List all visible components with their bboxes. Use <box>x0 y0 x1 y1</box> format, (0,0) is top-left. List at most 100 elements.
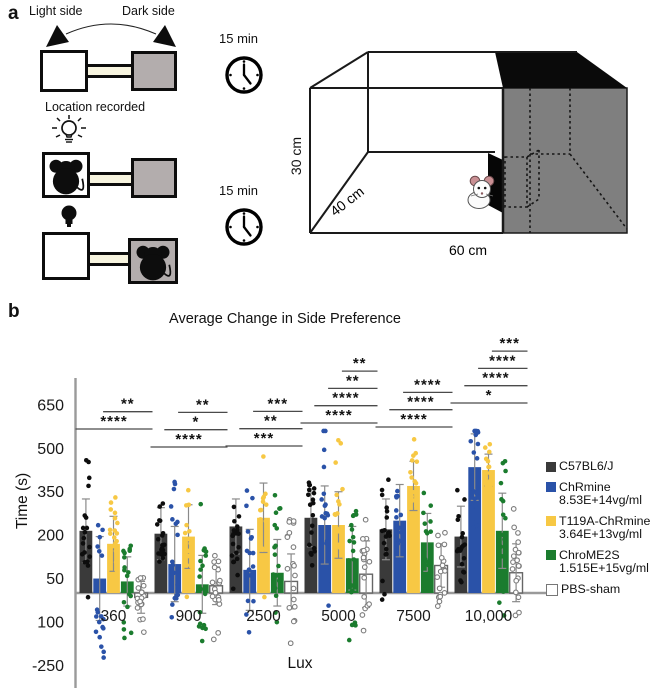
data-point <box>189 545 194 551</box>
data-point <box>413 450 419 456</box>
x-tick-label: 10,000 <box>465 608 513 625</box>
data-point <box>360 554 367 561</box>
data-point <box>171 486 177 492</box>
data-point <box>475 441 481 447</box>
significance-label: *** <box>254 430 275 447</box>
data-point <box>395 488 400 494</box>
data-point <box>499 554 505 559</box>
data-point <box>157 504 163 509</box>
y-tick-label: 650 <box>37 397 64 414</box>
data-point <box>83 457 89 463</box>
data-point <box>414 504 419 509</box>
data-point <box>274 573 280 578</box>
data-point <box>306 487 312 493</box>
data-point <box>126 570 131 575</box>
data-point <box>201 547 207 553</box>
data-point <box>260 499 266 505</box>
data-point <box>476 494 481 499</box>
data-point <box>398 560 404 566</box>
data-point <box>434 603 441 610</box>
data-point <box>311 545 317 551</box>
data-point <box>474 456 480 461</box>
data-point <box>411 437 417 442</box>
data-point <box>323 511 329 516</box>
data-point <box>309 523 315 529</box>
data-point <box>263 518 269 524</box>
data-point <box>114 567 119 573</box>
data-point <box>182 530 188 536</box>
data-point <box>500 512 506 518</box>
corridor-3 <box>86 252 136 266</box>
data-point <box>175 582 180 588</box>
data-point <box>306 492 311 498</box>
data-point <box>438 554 445 561</box>
data-point <box>360 535 366 542</box>
data-point <box>422 521 428 526</box>
data-point <box>97 634 103 640</box>
data-point <box>515 563 522 569</box>
data-point <box>516 609 522 616</box>
data-point <box>198 586 204 592</box>
data-point <box>111 535 117 540</box>
data-point <box>188 579 193 585</box>
box-height-label: 30 cm <box>288 136 304 176</box>
data-point <box>437 593 444 600</box>
data-point <box>503 468 508 474</box>
data-point <box>258 517 263 522</box>
significance-label: **** <box>100 413 127 430</box>
data-point <box>496 538 501 543</box>
data-point <box>137 575 144 581</box>
data-point <box>510 559 516 565</box>
light-side-label: Light side <box>29 4 83 18</box>
legend-dose: 8.53E+14vg/ml <box>559 493 643 507</box>
data-point <box>277 506 283 511</box>
data-point <box>409 475 414 480</box>
data-point <box>421 490 427 496</box>
data-point <box>273 543 278 549</box>
data-point <box>410 498 416 503</box>
data-point <box>351 540 357 545</box>
data-point <box>244 488 250 493</box>
data-point <box>274 619 280 625</box>
data-point <box>101 655 106 660</box>
data-point <box>82 529 88 535</box>
data-point <box>96 619 102 625</box>
data-point <box>379 597 385 602</box>
data-point <box>171 570 177 576</box>
data-point <box>395 541 401 547</box>
data-point <box>271 572 276 577</box>
data-point <box>250 587 256 592</box>
data-point <box>198 501 204 507</box>
data-point <box>86 475 92 481</box>
data-point <box>112 510 118 516</box>
light-bulb-off-icon <box>61 205 77 227</box>
light-compartment-2 <box>42 152 90 198</box>
data-point <box>157 518 163 524</box>
legend-swatch-yellow <box>546 516 556 526</box>
data-point <box>501 613 507 618</box>
data-point <box>318 557 324 563</box>
data-point <box>291 562 297 569</box>
data-point <box>512 589 519 596</box>
data-point <box>284 534 291 540</box>
data-point <box>483 475 489 481</box>
data-point <box>211 564 218 571</box>
data-point <box>287 640 294 647</box>
data-point <box>310 512 316 518</box>
data-point <box>366 558 373 565</box>
data-point <box>95 522 101 528</box>
data-point <box>247 573 253 578</box>
data-point <box>346 558 351 563</box>
dark-compartment-2 <box>131 158 177 198</box>
data-point <box>234 556 240 562</box>
data-point <box>334 492 340 498</box>
data-point <box>322 503 328 509</box>
data-point <box>515 539 522 545</box>
data-point <box>361 574 368 581</box>
data-point <box>473 432 479 438</box>
data-point <box>128 630 134 636</box>
chart-legend: C57BL6/J ChRmine 8.53E+14vg/ml T119A-ChR… <box>546 459 660 596</box>
data-point <box>470 504 475 509</box>
legend-swatch-blue <box>546 482 556 492</box>
data-point <box>421 510 426 516</box>
